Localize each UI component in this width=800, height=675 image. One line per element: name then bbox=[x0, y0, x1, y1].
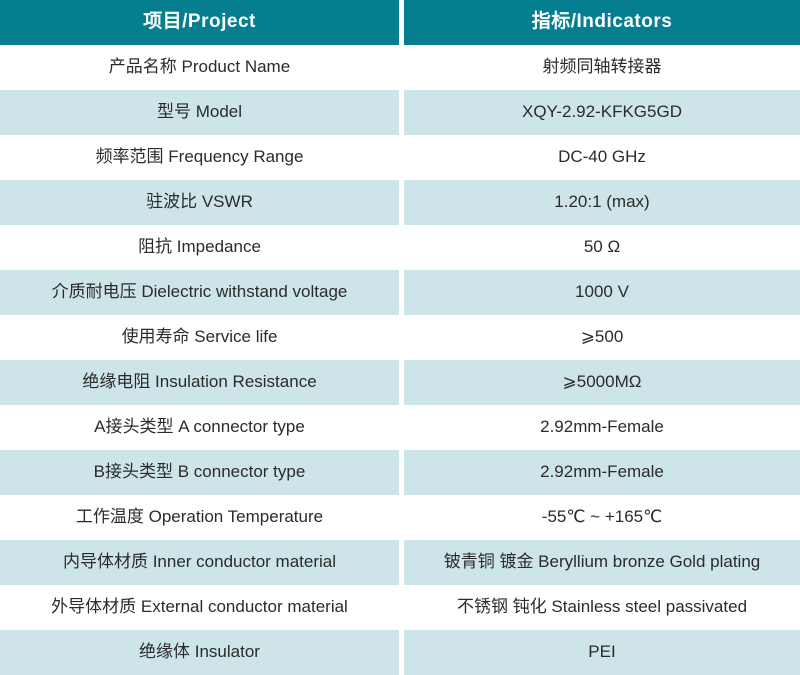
column-divider bbox=[399, 90, 404, 135]
table-row-insulation-resistance: 绝缘电阻 Insulation Resistance ⩾5000MΩ bbox=[0, 360, 800, 405]
column-divider bbox=[399, 270, 404, 315]
project-cell: 驻波比 VSWR bbox=[0, 180, 399, 225]
project-cell: 频率范围 Frequency Range bbox=[0, 135, 399, 180]
indicator-cell: 1000 V bbox=[404, 270, 800, 315]
indicator-cell: 铍青铜 镀金 Beryllium bronze Gold plating bbox=[404, 540, 800, 585]
indicator-cell: 2.92mm-Female bbox=[404, 405, 800, 450]
column-divider bbox=[399, 0, 404, 45]
column-divider bbox=[399, 630, 404, 675]
table-row-operation-temperature: 工作温度 Operation Temperature -55℃ ~ +165℃ bbox=[0, 495, 800, 540]
indicator-cell: XQY-2.92-KFKG5GD bbox=[404, 90, 800, 135]
table-header-row: 项目/Project 指标/Indicators bbox=[0, 0, 800, 45]
column-divider bbox=[399, 450, 404, 495]
table-row-b-connector-type: B接头类型 B connector type 2.92mm-Female bbox=[0, 450, 800, 495]
table-row-service-life: 使用寿命 Service life ⩾500 bbox=[0, 315, 800, 360]
indicator-cell: DC-40 GHz bbox=[404, 135, 800, 180]
column-divider bbox=[399, 180, 404, 225]
table-row-inner-conductor-material: 内导体材质 Inner conductor material 铍青铜 镀金 Be… bbox=[0, 540, 800, 585]
project-cell: 使用寿命 Service life bbox=[0, 315, 399, 360]
project-cell: 绝缘体 Insulator bbox=[0, 630, 399, 675]
indicator-cell: 1.20:1 (max) bbox=[404, 180, 800, 225]
indicator-cell: -55℃ ~ +165℃ bbox=[404, 495, 800, 540]
indicator-cell: PEI bbox=[404, 630, 800, 675]
header-project: 项目/Project bbox=[0, 0, 399, 45]
indicator-cell: 50 Ω bbox=[404, 225, 800, 270]
project-cell: A接头类型 A connector type bbox=[0, 405, 399, 450]
indicator-cell: ⩾5000MΩ bbox=[404, 360, 800, 405]
column-divider bbox=[399, 45, 404, 90]
project-cell: B接头类型 B connector type bbox=[0, 450, 399, 495]
table-row-dielectric-voltage: 介质耐电压 Dielectric withstand voltage 1000 … bbox=[0, 270, 800, 315]
header-indicators: 指标/Indicators bbox=[404, 0, 800, 45]
indicator-cell: 不锈钢 钝化 Stainless steel passivated bbox=[404, 585, 800, 630]
column-divider bbox=[399, 585, 404, 630]
table-row-model: 型号 Model XQY-2.92-KFKG5GD bbox=[0, 90, 800, 135]
column-divider bbox=[399, 225, 404, 270]
table-row-a-connector-type: A接头类型 A connector type 2.92mm-Female bbox=[0, 405, 800, 450]
project-cell: 工作温度 Operation Temperature bbox=[0, 495, 399, 540]
indicator-cell: ⩾500 bbox=[404, 315, 800, 360]
column-divider bbox=[399, 360, 404, 405]
indicator-cell: 2.92mm-Female bbox=[404, 450, 800, 495]
project-cell: 阻抗 Impedance bbox=[0, 225, 399, 270]
table-row-external-conductor-material: 外导体材质 External conductor material 不锈钢 钝化… bbox=[0, 585, 800, 630]
table-row-vswr: 驻波比 VSWR 1.20:1 (max) bbox=[0, 180, 800, 225]
column-divider bbox=[399, 540, 404, 585]
project-cell: 内导体材质 Inner conductor material bbox=[0, 540, 399, 585]
table-row-insulator: 绝缘体 Insulator PEI bbox=[0, 630, 800, 675]
project-cell: 型号 Model bbox=[0, 90, 399, 135]
table-row-impedance: 阻抗 Impedance 50 Ω bbox=[0, 225, 800, 270]
project-cell: 绝缘电阻 Insulation Resistance bbox=[0, 360, 399, 405]
table-row-frequency-range: 频率范围 Frequency Range DC-40 GHz bbox=[0, 135, 800, 180]
indicator-cell: 射频同轴转接器 bbox=[404, 45, 800, 90]
project-cell: 产品名称 Product Name bbox=[0, 45, 399, 90]
project-cell: 介质耐电压 Dielectric withstand voltage bbox=[0, 270, 399, 315]
column-divider bbox=[399, 315, 404, 360]
project-cell: 外导体材质 External conductor material bbox=[0, 585, 399, 630]
column-divider bbox=[399, 135, 404, 180]
column-divider bbox=[399, 495, 404, 540]
table-row-product-name: 产品名称 Product Name 射频同轴转接器 bbox=[0, 45, 800, 90]
column-divider bbox=[399, 405, 404, 450]
